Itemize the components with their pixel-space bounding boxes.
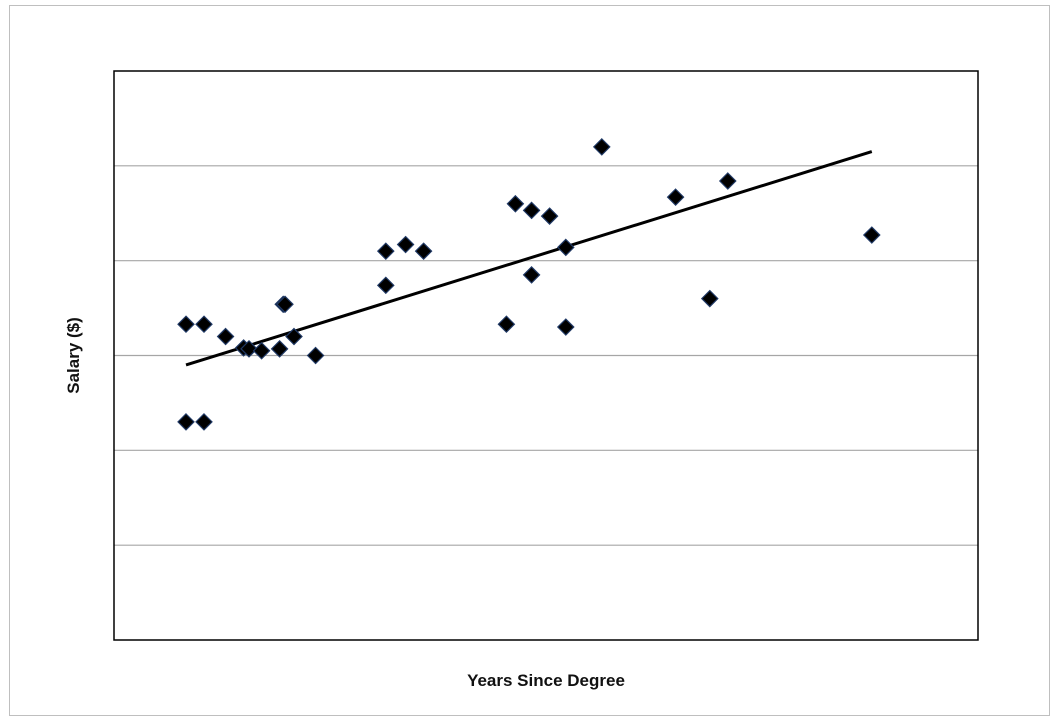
data-point (240, 340, 258, 358)
data-points (177, 138, 881, 431)
data-point (306, 346, 325, 365)
data-point (522, 266, 541, 284)
x-axis-label: Years Since Degree (467, 671, 625, 690)
data-point (666, 188, 685, 206)
data-point (276, 295, 294, 314)
data-point (177, 413, 195, 431)
data-point (177, 315, 195, 334)
data-point (700, 289, 719, 308)
data-point (252, 341, 271, 360)
data-point (506, 194, 525, 213)
data-point (195, 315, 213, 334)
data-point (376, 276, 395, 295)
data-point (270, 340, 289, 358)
data-point (540, 207, 559, 225)
chart-frame (9, 5, 1050, 716)
data-point (592, 138, 611, 156)
data-point (522, 201, 541, 220)
data-point (216, 327, 235, 346)
data-point (497, 315, 516, 334)
data-point (862, 226, 881, 244)
trendline-layer (185, 150, 873, 367)
data-point (718, 172, 737, 190)
data-point (396, 235, 415, 254)
data-point (195, 413, 213, 431)
data-point (376, 242, 395, 261)
plot-area (113, 70, 979, 641)
data-point (285, 327, 303, 346)
data-point (414, 242, 433, 261)
y-axis-label: Salary ($) (64, 317, 83, 394)
data-point (556, 318, 575, 336)
trendline (185, 150, 873, 367)
data-point (556, 238, 575, 257)
